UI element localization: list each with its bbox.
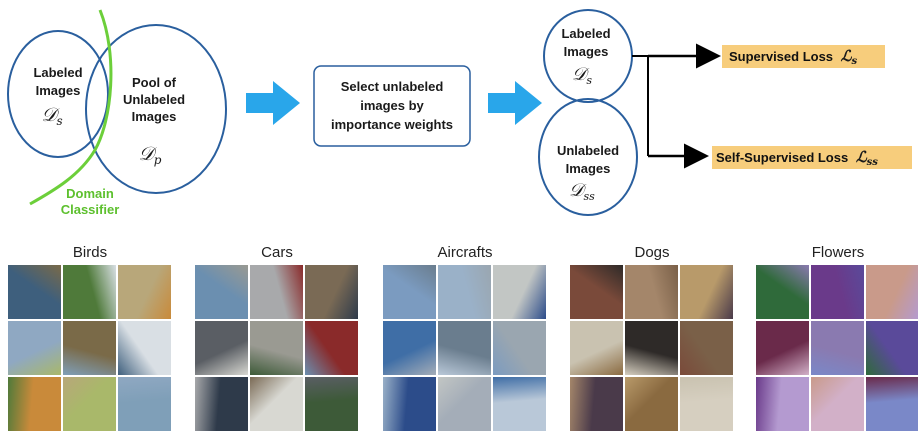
sample-image — [680, 265, 733, 319]
sample-image — [680, 321, 733, 375]
sample-image — [8, 265, 61, 319]
sample-image — [493, 321, 546, 375]
sample-image — [866, 321, 918, 375]
sample-image — [625, 321, 678, 375]
labeled-set-ellipse — [7, 30, 109, 158]
select-box-line2: images by — [360, 98, 424, 113]
sample-image — [811, 321, 864, 375]
sample-image — [383, 377, 436, 431]
sample-image — [756, 265, 809, 319]
pool-set-label-line3: Images — [132, 109, 177, 124]
supervised-loss-box — [722, 45, 885, 68]
sample-image — [383, 321, 436, 375]
domain-classifier-label-line1: Domain — [66, 186, 114, 201]
sample-image — [493, 377, 546, 431]
category-title: Aircrafts — [437, 244, 493, 261]
sample-image — [625, 265, 678, 319]
sample-image — [305, 377, 358, 431]
sample-image — [63, 265, 116, 319]
sample-image — [570, 265, 623, 319]
selected-labeled-line2: Images — [564, 44, 609, 59]
sample-image — [63, 321, 116, 375]
sample-image — [570, 321, 623, 375]
sample-image — [305, 321, 358, 375]
sample-image — [118, 377, 171, 431]
selected-unlabeled-symbol: 𝒟ss — [569, 180, 595, 203]
pool-set-label-line1: Pool of — [132, 75, 177, 90]
labeled-set-symbol: 𝒟s — [41, 104, 62, 128]
select-box-line3: importance weights — [331, 117, 453, 132]
sample-image — [8, 377, 61, 431]
selected-unlabeled-ellipse — [538, 98, 638, 216]
category-title: Flowers — [811, 244, 865, 261]
domain-classifier-curve — [29, 9, 113, 206]
sample-image — [625, 377, 678, 431]
sample-image — [493, 265, 546, 319]
sample-image — [250, 265, 303, 319]
selected-labeled-line1: Labeled — [561, 26, 610, 41]
sample-image — [383, 265, 436, 319]
sample-image — [305, 265, 358, 319]
category-image-grid — [383, 265, 546, 431]
category-image-grid — [8, 265, 171, 431]
category-title: Dogs — [634, 244, 670, 261]
select-box-line1: Select unlabeled — [341, 79, 444, 94]
selected-unlabeled-line1: Unlabeled — [557, 143, 619, 158]
sample-image — [438, 321, 491, 375]
sample-image — [118, 265, 171, 319]
sample-image — [118, 321, 171, 375]
category-title: Cars — [261, 244, 293, 261]
sample-image — [811, 377, 864, 431]
sample-image — [195, 321, 248, 375]
flow-arrow-1 — [246, 81, 300, 125]
sample-image — [680, 377, 733, 431]
category-image-grid — [756, 265, 918, 431]
domain-classifier-label-line2: Classifier — [61, 202, 120, 217]
pool-set-ellipse — [85, 24, 227, 194]
category-image-grid — [570, 265, 733, 431]
sample-image — [811, 265, 864, 319]
labeled-set-label-line2: Images — [36, 83, 81, 98]
sample-image — [570, 377, 623, 431]
sample-image — [8, 321, 61, 375]
sample-image — [756, 321, 809, 375]
sample-image — [250, 377, 303, 431]
sample-image — [63, 377, 116, 431]
labeled-set-label-line1: Labeled — [33, 65, 82, 80]
sample-image — [250, 321, 303, 375]
sample-image — [756, 377, 809, 431]
sample-image — [195, 265, 248, 319]
sample-image — [438, 377, 491, 431]
self-supervised-loss-box — [712, 146, 912, 169]
pipeline-diagram: Labeled Images 𝒟s Pool of Unlabeled Imag… — [7, 9, 912, 217]
selected-labeled-symbol: 𝒟s — [572, 64, 592, 87]
sample-image — [195, 377, 248, 431]
select-box — [313, 65, 471, 147]
sample-image — [866, 377, 918, 431]
pool-set-symbol: 𝒟p — [139, 143, 162, 167]
category-image-grid — [195, 265, 358, 431]
flow-arrow-2 — [488, 81, 542, 125]
selected-unlabeled-line2: Images — [566, 161, 611, 176]
sample-image — [866, 265, 918, 319]
pool-set-label-line2: Unlabeled — [123, 92, 185, 107]
supervised-loss-label: Supervised Loss ℒs — [729, 47, 857, 67]
category-title: Birds — [72, 244, 108, 261]
self-supervised-loss-label: Self-Supervised Loss ℒss — [716, 148, 878, 168]
sample-image — [438, 265, 491, 319]
